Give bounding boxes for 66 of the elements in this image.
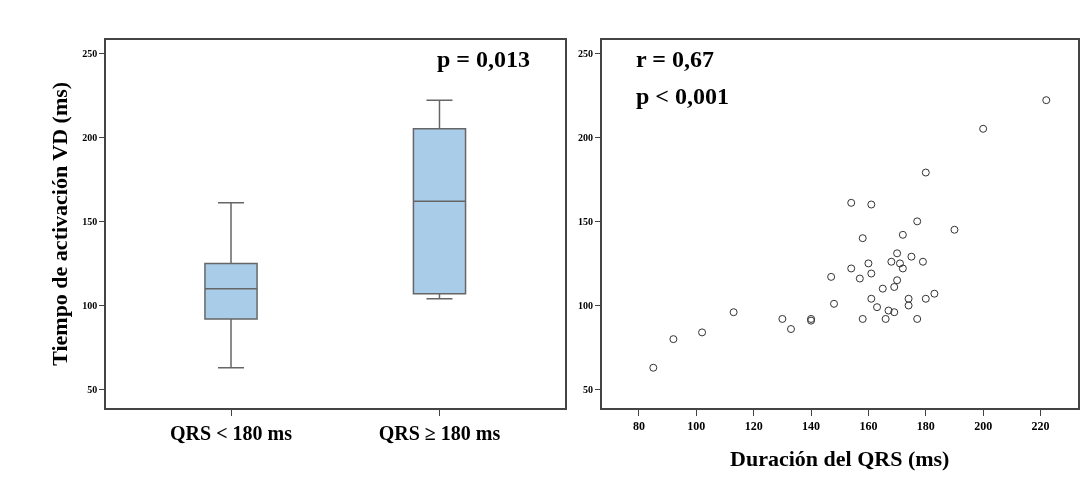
point: [950, 225, 959, 234]
y-tick-label: 100: [82, 299, 98, 311]
point: [873, 303, 882, 312]
x-tick-label: 140: [802, 419, 821, 434]
point: [867, 200, 876, 209]
point: [890, 308, 899, 317]
point: [855, 274, 864, 283]
point: [864, 259, 873, 268]
point: [787, 325, 795, 334]
point: [827, 272, 836, 281]
point: [881, 314, 890, 323]
point: [898, 230, 907, 239]
point: [729, 308, 738, 317]
point: [890, 282, 899, 291]
point: [930, 289, 939, 298]
point: [979, 124, 988, 133]
point: [918, 257, 927, 266]
point: [698, 328, 707, 337]
annotation: r = 0,67: [636, 46, 714, 72]
point: [847, 198, 856, 207]
point: [913, 217, 922, 226]
y-tick-label: 100: [577, 299, 593, 311]
x-tick-label: 200: [974, 419, 993, 434]
point: [878, 284, 887, 293]
y-axis-title: Tiempo de activación VD (ms): [47, 81, 73, 366]
point: [893, 276, 902, 285]
annotation: p = 0,013: [437, 46, 531, 72]
annotation: p < 0,001: [636, 83, 730, 109]
point: [887, 257, 896, 266]
x-tick-label: QRS ≥ 180 ms: [378, 421, 501, 444]
point: [858, 234, 867, 243]
y-tick-label: 50: [582, 384, 593, 396]
point: [778, 314, 787, 323]
x-tick-label: 100: [687, 419, 706, 434]
x-tick-label: QRS < 180 ms: [170, 421, 293, 444]
point: [913, 314, 922, 323]
y-tick-label: 150: [577, 215, 593, 227]
x-axis-title: Duración del QRS (ms): [730, 445, 950, 471]
x-tick-label: 180: [916, 419, 935, 434]
point: [847, 264, 856, 273]
point: [867, 269, 876, 278]
y-tick-label: 250: [577, 47, 593, 59]
point: [921, 294, 930, 303]
point: [858, 314, 867, 323]
point: [867, 294, 876, 303]
point: [649, 363, 658, 372]
point: [1042, 96, 1051, 105]
point: [893, 249, 902, 258]
point: [830, 299, 839, 308]
x-tick-label: 80: [632, 419, 645, 434]
point: [904, 301, 913, 310]
y-tick-label: 150: [82, 215, 98, 227]
point: [884, 306, 893, 315]
point: [898, 264, 907, 273]
point: [907, 252, 916, 261]
y-tick-label: 200: [82, 131, 98, 143]
y-tick-label: 200: [577, 131, 593, 143]
x-tick-label: 160: [859, 419, 878, 434]
point: [669, 335, 678, 344]
point: [904, 294, 913, 303]
x-tick-label: 120: [744, 419, 763, 434]
point: [895, 259, 904, 268]
y-tick-label: 250: [82, 47, 98, 59]
point: [921, 168, 930, 177]
y-tick-label: 50: [87, 384, 98, 396]
x-tick-label: 220: [1031, 419, 1050, 434]
